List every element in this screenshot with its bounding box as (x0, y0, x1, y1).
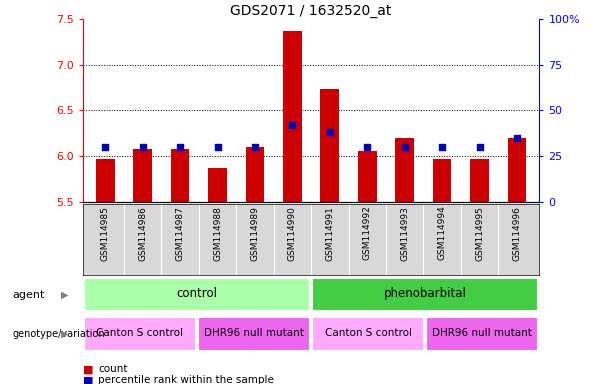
Text: GSM114991: GSM114991 (326, 206, 334, 260)
Bar (395, 138, 414, 202)
Text: GSM114985: GSM114985 (101, 206, 110, 260)
Bar (171, 149, 189, 202)
Bar (208, 168, 227, 202)
Bar (427, 317, 538, 351)
Text: GSM114989: GSM114989 (251, 206, 259, 260)
Text: ■: ■ (83, 364, 93, 374)
Bar (133, 149, 152, 202)
Text: percentile rank within the sample: percentile rank within the sample (98, 375, 274, 384)
Text: GSM114987: GSM114987 (175, 206, 185, 260)
Bar (433, 159, 451, 202)
Text: agent: agent (12, 290, 45, 300)
Bar (470, 159, 489, 202)
Point (325, 129, 335, 136)
Bar (84, 317, 196, 351)
Point (362, 144, 372, 150)
Text: GSM114990: GSM114990 (288, 206, 297, 260)
Point (101, 144, 110, 150)
Text: ■: ■ (83, 375, 93, 384)
Text: genotype/variation: genotype/variation (12, 329, 105, 339)
Text: GSM114986: GSM114986 (138, 206, 147, 260)
Point (175, 144, 185, 150)
Text: Canton S control: Canton S control (96, 328, 183, 338)
Bar (321, 89, 339, 202)
Text: Canton S control: Canton S control (325, 328, 412, 338)
Text: GSM114988: GSM114988 (213, 206, 222, 260)
Text: ▶: ▶ (61, 329, 69, 339)
Text: DHR96 null mutant: DHR96 null mutant (432, 328, 532, 338)
Bar (358, 151, 376, 202)
Text: phenobarbital: phenobarbital (384, 288, 466, 301)
Point (138, 144, 148, 150)
Bar (508, 138, 527, 202)
Bar (96, 159, 115, 202)
Point (213, 144, 223, 150)
Title: GDS2071 / 1632520_at: GDS2071 / 1632520_at (230, 4, 392, 18)
Text: GSM114992: GSM114992 (363, 206, 371, 260)
Text: count: count (98, 364, 128, 374)
Text: control: control (177, 288, 218, 301)
Point (287, 122, 297, 128)
Bar (246, 147, 264, 202)
Text: DHR96 null mutant: DHR96 null mutant (204, 328, 304, 338)
Bar (312, 317, 424, 351)
Point (250, 144, 260, 150)
Text: ▶: ▶ (61, 290, 69, 300)
Text: GSM114996: GSM114996 (512, 206, 522, 260)
Point (437, 144, 447, 150)
Text: GSM114994: GSM114994 (438, 206, 447, 260)
Bar (283, 31, 302, 202)
Point (400, 144, 409, 150)
Bar (312, 278, 538, 311)
Bar (198, 317, 310, 351)
Bar (84, 278, 310, 311)
Text: GSM114993: GSM114993 (400, 206, 409, 260)
Point (474, 144, 484, 150)
Text: GSM114995: GSM114995 (475, 206, 484, 260)
Point (512, 135, 522, 141)
